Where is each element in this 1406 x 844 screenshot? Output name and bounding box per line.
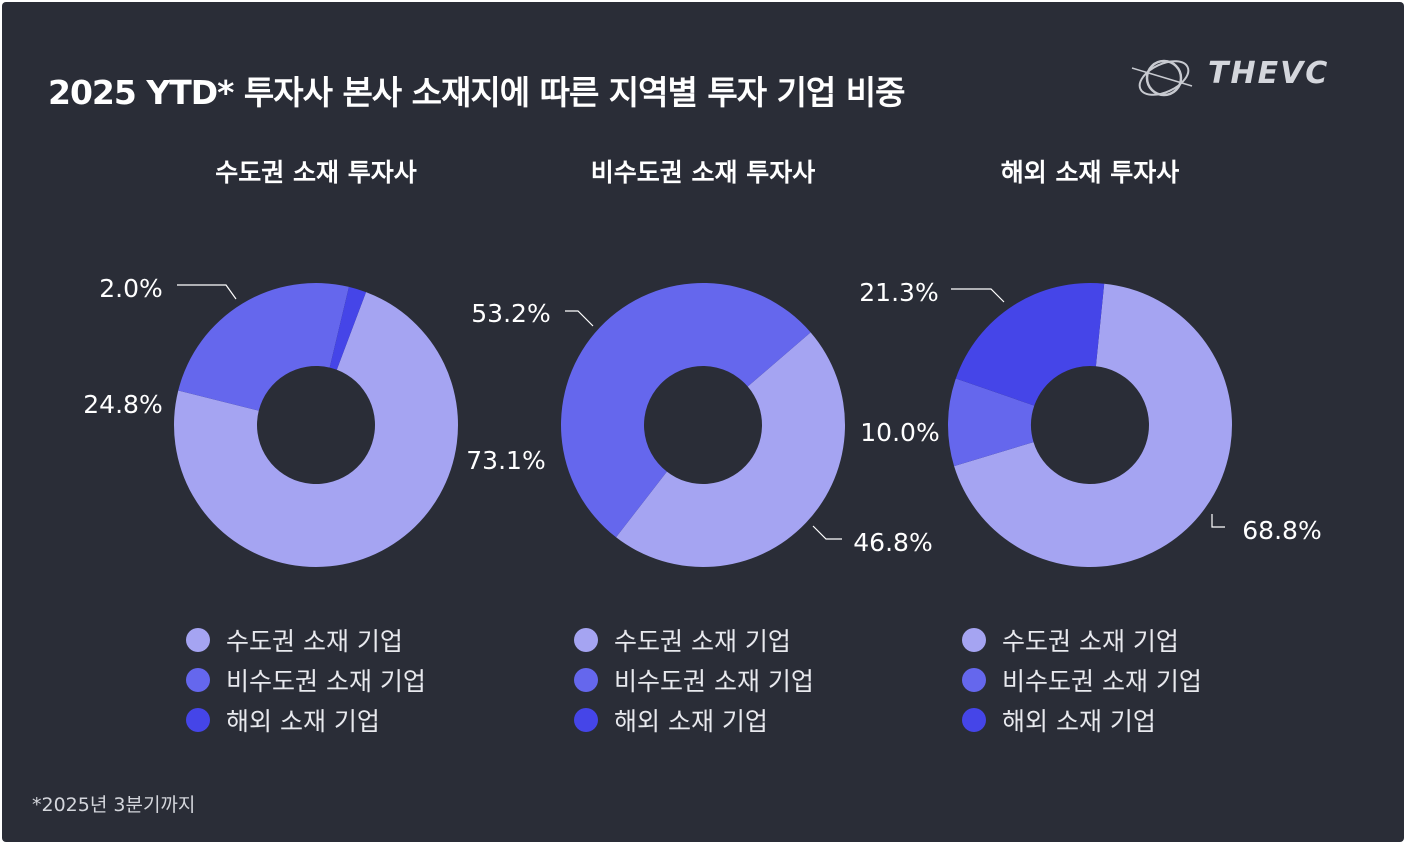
chart-title: 해외 소재 투자사 <box>1001 158 1179 187</box>
legend-label: 비수도권 소재 기업 <box>614 667 814 696</box>
data-label-capital: 68.8% <box>1242 516 1321 545</box>
legend-label: 해외 소재 기업 <box>1002 707 1156 736</box>
leader-line <box>951 288 1005 303</box>
donut-slice-noncapital <box>178 283 349 411</box>
legend-label: 비수도권 소재 기업 <box>1002 667 1202 696</box>
legend-label: 수도권 소재 기업 <box>1002 627 1179 656</box>
legend-dot <box>186 708 210 732</box>
legend-label: 비수도권 소재 기업 <box>226 667 426 696</box>
legend-dot <box>574 668 598 692</box>
donut-slice-noncapital <box>948 378 1035 467</box>
legend-item-overseas: 해외 소재 기업 <box>574 700 814 740</box>
legend-item-overseas: 해외 소재 기업 <box>186 700 426 740</box>
legend-label: 수도권 소재 기업 <box>614 627 791 656</box>
footnote: *2025년 3분기까지 <box>32 794 196 816</box>
legend-label: 해외 소재 기업 <box>614 707 768 736</box>
legend-item-noncapital: 비수도권 소재 기업 <box>962 660 1202 700</box>
donut-slice-capital <box>616 332 846 567</box>
data-label-overseas: 2.0% <box>99 274 163 303</box>
data-label-noncapital: 24.8% <box>83 390 162 419</box>
leader-line <box>812 525 842 540</box>
data-label-noncapital: 53.2% <box>471 299 550 328</box>
chart-title: 수도권 소재 투자사 <box>215 158 416 187</box>
leader-line <box>565 310 594 327</box>
data-label-capital: 46.8% <box>853 528 932 557</box>
legend-label: 해외 소재 기업 <box>226 707 380 736</box>
legend-dot <box>186 628 210 652</box>
legend-dot <box>962 668 986 692</box>
legend-item-noncapital: 비수도권 소재 기업 <box>574 660 814 700</box>
legend-item-capital: 수도권 소재 기업 <box>186 620 426 660</box>
legend-item-noncapital: 비수도권 소재 기업 <box>186 660 426 700</box>
brand-name: THEVC <box>1208 56 1330 91</box>
legend-item-capital: 수도권 소재 기업 <box>962 620 1202 660</box>
legend-dot <box>574 708 598 732</box>
donut-slice-overseas <box>955 283 1105 406</box>
brand-logo: THEVC <box>1128 46 1368 110</box>
legend-item-overseas: 해외 소재 기업 <box>962 700 1202 740</box>
leader-line <box>1211 514 1225 528</box>
legend-dot <box>962 708 986 732</box>
leader-line <box>177 284 237 300</box>
donut-slice-capital <box>174 292 458 567</box>
legend-dot <box>962 628 986 652</box>
legend-dot <box>574 628 598 652</box>
legend-dot <box>186 668 210 692</box>
donut-slice-overseas <box>329 286 367 370</box>
page-title: 2025 YTD* 투자사 본사 소재지에 따른 지역별 투자 기업 비중 <box>48 73 906 112</box>
data-label-overseas: 21.3% <box>859 278 938 307</box>
legend-label: 수도권 소재 기업 <box>226 627 403 656</box>
orbit-icon <box>1131 59 1193 97</box>
chart-title: 비수도권 소재 투자사 <box>591 158 815 187</box>
legend-item-capital: 수도권 소재 기업 <box>574 620 814 660</box>
donut-slice-capital <box>954 283 1232 567</box>
data-label-noncapital: 10.0% <box>860 418 939 447</box>
data-label-capital: 73.1% <box>466 446 545 475</box>
donut-slice-noncapital <box>561 282 811 538</box>
